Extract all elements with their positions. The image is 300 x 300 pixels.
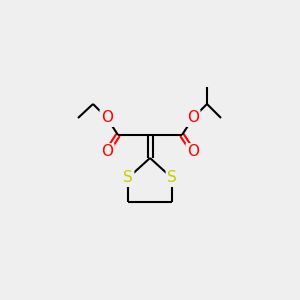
Text: O: O xyxy=(101,145,113,160)
Text: S: S xyxy=(123,170,133,185)
Text: O: O xyxy=(187,145,199,160)
Text: O: O xyxy=(187,110,199,125)
Text: S: S xyxy=(167,170,177,185)
Text: O: O xyxy=(101,110,113,125)
